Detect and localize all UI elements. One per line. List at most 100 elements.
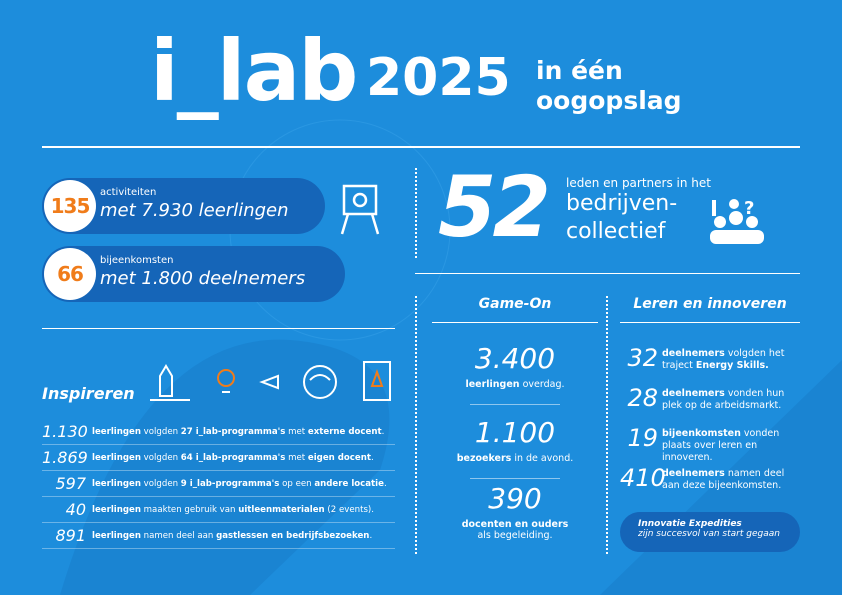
inspire-icons bbox=[150, 361, 391, 401]
highlight: 135 activiteiten met 7.930 leerlingen bbox=[42, 178, 325, 234]
text-segment: volgden het traject bbox=[662, 348, 785, 371]
tagline-line: oogopslag bbox=[536, 86, 682, 115]
row-text: leerlingen volgden 9 i_lab-programma's o… bbox=[92, 479, 387, 489]
text-segment: volgden bbox=[140, 479, 181, 489]
text-segment: . bbox=[370, 453, 374, 463]
item-text: bijeenkomsten vonden plaats over leren e… bbox=[662, 428, 802, 464]
row-number: 597 bbox=[55, 474, 86, 493]
text-segment: deelnemers bbox=[662, 468, 725, 479]
divider bbox=[620, 322, 800, 323]
text-segment: bezoekers bbox=[456, 453, 512, 464]
highlight: 66 bijeenkomsten met 1.800 deelnemers bbox=[42, 246, 345, 302]
item-number: 3.400 bbox=[474, 342, 556, 375]
row-number: 40 bbox=[65, 500, 86, 519]
text-segment: met bbox=[285, 453, 308, 463]
inspire-row: 1.869 leerlingen volgden 64 i_lab-program… bbox=[42, 446, 395, 471]
text-segment: vonden hun plek op de arbeidsmarkt. bbox=[662, 388, 785, 411]
row-number: 1.130 bbox=[42, 422, 88, 441]
text-segment: namen deel aan bbox=[140, 531, 217, 541]
easel-icon bbox=[340, 184, 380, 235]
collective-line: bedrijven- bbox=[566, 191, 678, 216]
row-number: 891 bbox=[55, 526, 86, 545]
svg-text:?: ? bbox=[744, 198, 754, 219]
text-segment: gastlessen en bedrijfsbezoeken bbox=[216, 531, 370, 541]
section-title: Inspireren bbox=[42, 384, 135, 403]
divider bbox=[606, 296, 608, 554]
game-item: 390 docenten en ouders als begeleiding. bbox=[430, 482, 600, 541]
year: 2025 bbox=[366, 48, 511, 108]
text-segment: leerlingen bbox=[92, 531, 141, 541]
section-title: Game-On bbox=[478, 296, 552, 312]
item-text: bezoekers in de avond. bbox=[455, 453, 575, 464]
text-segment: 9 i_lab-programma's bbox=[180, 479, 280, 489]
text-segment: 27 i_lab-programma's bbox=[180, 427, 286, 437]
inspire-row: 1.130 leerlingen volgden 27 i_lab-program… bbox=[42, 420, 395, 445]
collective-number: 52 bbox=[438, 158, 551, 256]
text-segment: deelnemers bbox=[662, 348, 725, 359]
text-segment: deelnemers bbox=[662, 388, 725, 399]
item-number: 1.100 bbox=[474, 416, 556, 449]
item-text: deelnemers vonden hun plek op de arbeids… bbox=[662, 388, 802, 412]
text-segment: externe docent bbox=[307, 427, 382, 437]
item-text: deelnemers namen deel aan deze bijeenkom… bbox=[662, 468, 802, 492]
text-segment: leerlingen bbox=[92, 479, 141, 489]
text-segment: docenten en ouders bbox=[461, 519, 569, 530]
row-text: leerlingen maakten gebruik van uitleenma… bbox=[92, 505, 374, 515]
text-segment: maakten gebruik van bbox=[140, 505, 239, 515]
section-title: Leren en innoveren bbox=[633, 296, 787, 312]
text-segment: leerlingen bbox=[92, 453, 141, 463]
collective-label: leden en partners in het bedrijven- coll… bbox=[566, 176, 711, 246]
item-text: leerlingen overdag. bbox=[455, 379, 575, 390]
text-segment: . bbox=[369, 531, 373, 541]
divider bbox=[42, 328, 395, 329]
item-text: docenten en ouders als begeleiding. bbox=[455, 519, 575, 541]
game-item: 1.100 bezoekers in de avond. bbox=[430, 416, 600, 464]
text-segment: leerlingen bbox=[92, 505, 141, 515]
collective-line: collectief bbox=[566, 219, 666, 244]
highlight-number: 66 bbox=[44, 248, 96, 300]
divider bbox=[470, 404, 560, 405]
text-segment: eigen docent bbox=[307, 453, 371, 463]
inspire-row: 597 leerlingen volgden 9 i_lab-programma'… bbox=[42, 472, 395, 497]
row-text: leerlingen namen deel aan gastlessen en … bbox=[92, 531, 372, 541]
tagline-line: in één bbox=[536, 56, 623, 85]
text-segment: bijeenkomsten bbox=[662, 428, 741, 439]
text-segment: namen deel aan deze bijeenkomsten. bbox=[662, 468, 785, 491]
highlight-number: 135 bbox=[44, 180, 96, 232]
text-segment: andere locatie bbox=[314, 479, 384, 489]
divider bbox=[415, 273, 800, 274]
bg-shape bbox=[60, 339, 390, 595]
text-segment: volgden bbox=[140, 427, 181, 437]
item-text: deelnemers volgden het traject Energy Sk… bbox=[662, 348, 802, 372]
text-segment: leerlingen bbox=[92, 427, 141, 437]
highlight-label: bijeenkomsten bbox=[100, 255, 174, 266]
item-number: 410 bbox=[620, 464, 666, 492]
highlight-label: activiteiten bbox=[100, 187, 157, 198]
item-number: 32 bbox=[627, 344, 658, 372]
text-segment: . bbox=[381, 427, 385, 437]
text-segment: volgden bbox=[140, 453, 181, 463]
text-segment: op een bbox=[279, 479, 315, 489]
logo: i_lab bbox=[150, 22, 358, 120]
inspire-row: 891 leerlingen namen deel aan gastlessen … bbox=[42, 524, 395, 549]
highlight-detail: met 7.930 leerlingen bbox=[100, 200, 289, 221]
text-segment: leerlingen bbox=[465, 379, 520, 390]
text-segment: . bbox=[383, 479, 387, 489]
divider bbox=[415, 168, 417, 258]
divider bbox=[42, 146, 800, 148]
inspire-row: 40 leerlingen maakten gebruik van uitleen… bbox=[42, 498, 395, 523]
text-segment: in de avond. bbox=[511, 453, 574, 464]
note-pill: Innovatie Expedities zijn succesvol van … bbox=[620, 512, 800, 552]
text-segment: (2 events). bbox=[324, 505, 375, 515]
text-segment: Energy Skills. bbox=[695, 360, 769, 371]
game-item: 3.400 leerlingen overdag. bbox=[430, 342, 600, 390]
highlight-detail: met 1.800 deelnemers bbox=[100, 268, 306, 289]
item-number: 19 bbox=[627, 424, 658, 452]
item-number: 28 bbox=[627, 384, 658, 412]
text-segment: uitleenmaterialen bbox=[238, 505, 325, 515]
collective-label-text: leden en partners in het bbox=[566, 176, 711, 190]
text-segment: overdag. bbox=[519, 379, 565, 390]
text-segment: met bbox=[285, 427, 308, 437]
row-text: leerlingen volgden 27 i_lab-programma's … bbox=[92, 427, 384, 437]
